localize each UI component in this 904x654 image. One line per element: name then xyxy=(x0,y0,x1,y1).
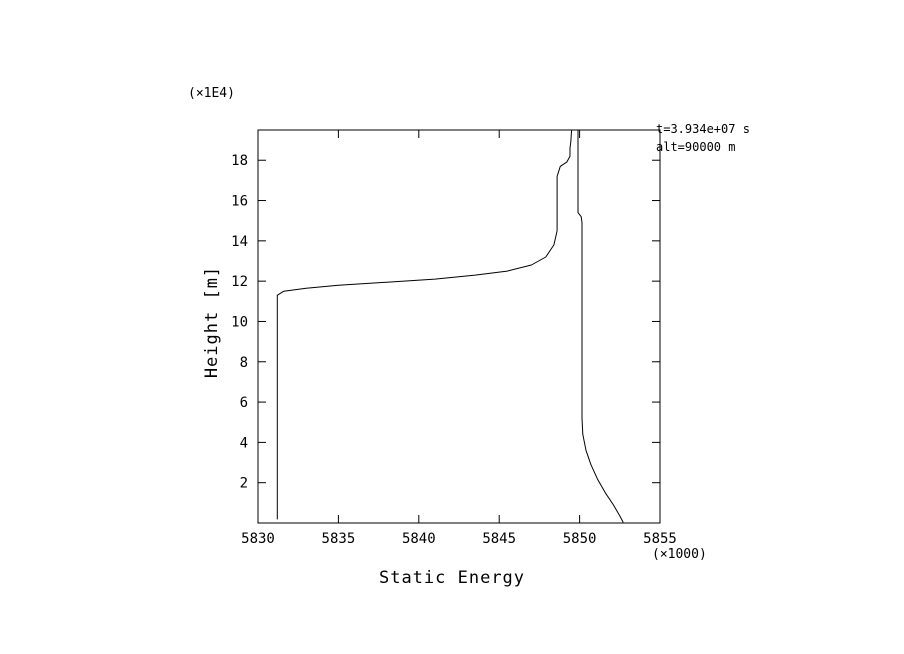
y-tick-label: 8 xyxy=(240,355,248,371)
y-tick-label: 2 xyxy=(240,476,248,492)
y-tick-label: 10 xyxy=(231,314,248,330)
y-tick-label: 12 xyxy=(231,274,248,290)
x-tick-label: 5845 xyxy=(482,531,516,547)
y-axis-title: Height [m] xyxy=(202,265,222,379)
y-tick-label: 18 xyxy=(231,153,248,169)
x-tick-label: 5830 xyxy=(241,531,275,547)
static-energy-profile xyxy=(276,129,573,520)
x-tick-label: 5855 xyxy=(643,531,677,547)
y-tick-label: 6 xyxy=(240,395,248,411)
x-axis-title: Static Energy xyxy=(378,568,526,588)
upper-branch-profile xyxy=(577,129,624,523)
y-axis-scale-note: (×1E4) xyxy=(188,86,235,101)
annotation-altitude: alt=90000 m xyxy=(656,140,736,154)
y-tick-label: 4 xyxy=(240,435,248,451)
x-tick-label: 5850 xyxy=(563,531,597,547)
y-tick-label: 16 xyxy=(231,194,248,210)
x-tick-label: 5835 xyxy=(322,531,356,547)
y-tick-label: 14 xyxy=(231,234,248,250)
x-axis-scale-note: (×1000) xyxy=(652,547,707,562)
annotation-time: t=3.934e+07 s xyxy=(656,122,750,136)
x-tick-label: 5840 xyxy=(402,531,436,547)
plot-frame xyxy=(257,129,661,524)
